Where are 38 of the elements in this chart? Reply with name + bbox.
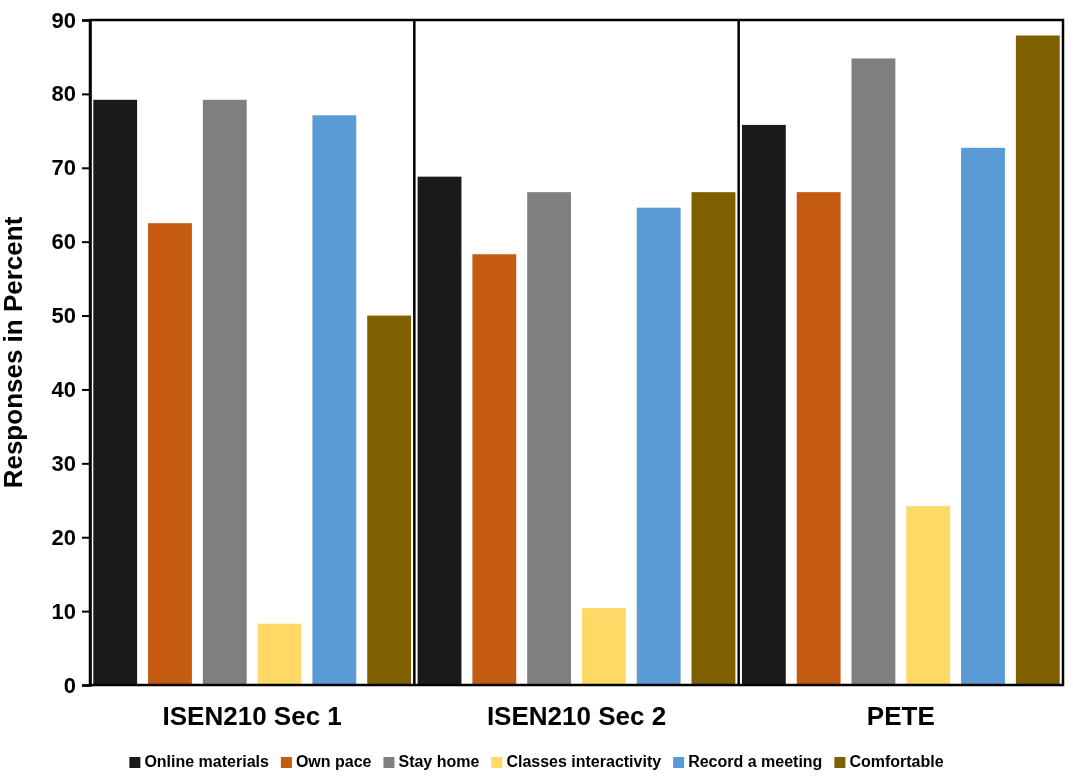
bar [636,207,681,685]
x-tick-label: ISEN210 Sec 1 [162,701,342,731]
bar [906,506,951,685]
y-tick-label: 40 [51,376,76,402]
x-tick-label: ISEN210 Sec 2 [486,701,667,731]
y-tick-label: 80 [51,81,76,107]
legend-label: Classes interactivity [506,753,662,770]
bar [741,124,786,685]
bar [202,99,247,685]
y-tick-label: 70 [51,155,76,181]
y-tick-label: 10 [51,598,76,624]
bar [527,192,572,685]
bar [472,254,517,685]
legend-label: Online materials [144,753,269,770]
y-tick-label: 90 [51,7,76,33]
bar [93,99,138,685]
bar [257,623,302,685]
bar [581,608,626,685]
x-tick-label: PETE [866,701,935,731]
legend-label: Stay home [398,753,480,770]
y-axis-title: Responses in Percent [0,216,28,489]
legend-label: Own pace [295,753,372,770]
legend-label: Comfortable [849,753,944,770]
y-tick-label: 20 [51,524,76,550]
bar [851,58,896,685]
bar [312,115,357,685]
y-tick-label: 60 [51,229,76,255]
bar [961,147,1005,685]
y-tick-label: 0 [63,672,76,698]
legend-label: Record a meeting [688,753,823,770]
bar [148,223,192,685]
y-tick-label: 50 [51,303,76,329]
bar [367,315,412,685]
bar [691,192,736,685]
bar [796,192,841,685]
bar [417,176,462,685]
y-tick-label: 30 [51,450,76,476]
bar [1015,35,1060,685]
